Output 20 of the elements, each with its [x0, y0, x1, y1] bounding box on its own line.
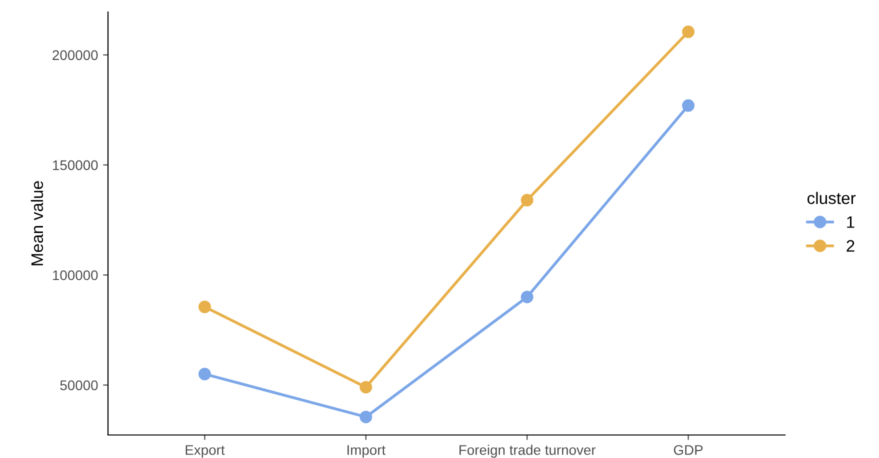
- point: [360, 380, 372, 394]
- y-tick-label: 50000: [60, 380, 98, 390]
- y-axis-title: Mean value: [30, 181, 44, 266]
- y-tick-label: 200000: [52, 50, 98, 60]
- x-tick-label: GDP: [674, 445, 703, 455]
- point: [360, 410, 372, 424]
- point: [198, 300, 211, 314]
- legend-label: 1: [847, 216, 854, 228]
- y-tick-label: 100000: [52, 270, 98, 280]
- point: [682, 26, 695, 38]
- point: [682, 99, 695, 112]
- x-tick-label: Import: [348, 445, 386, 458]
- x-tick-label: Foreign trade turnover: [460, 444, 596, 458]
- point: [520, 194, 534, 206]
- legend-title: cluster: [807, 192, 856, 204]
- legend-label: 2: [846, 240, 854, 252]
- y-tick-label: 150000: [52, 160, 98, 170]
- point: [198, 368, 211, 380]
- point: [520, 290, 534, 304]
- x-tick-label: Export: [186, 445, 225, 458]
